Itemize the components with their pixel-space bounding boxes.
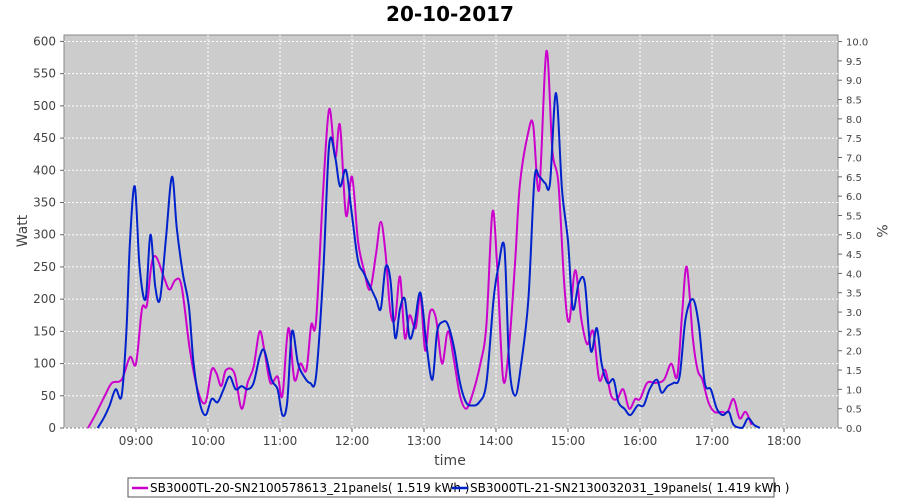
y-axis-ticks: 0 50 100 150 200 250 300 350 400 450 500 550 600 (33, 34, 64, 435)
right-y-axis-label: % (873, 224, 889, 237)
x-tick-label: 12:00 (335, 434, 370, 448)
right-y-tick-label: 6.5 (846, 173, 862, 184)
series-line-2 (96, 91, 761, 429)
right-y-tick-label: 5.5 (846, 211, 862, 222)
legend-label-series-1: SB3000TL-20-SN2100578613_21panels( 1.519… (150, 481, 469, 495)
y-tick-label: 500 (33, 99, 56, 113)
series-line-1 (87, 50, 753, 429)
chart-title: 20-10-2017 (386, 2, 514, 26)
y-tick-label: 350 (33, 196, 56, 210)
right-y-tick-label: 1.0 (846, 385, 862, 396)
right-y-tick-label: 3.0 (846, 308, 862, 319)
x-tick-label: 17:00 (695, 434, 730, 448)
x-tick-label: 13:00 (407, 434, 442, 448)
right-y-tick-label: 8.0 (846, 115, 862, 126)
right-y-tick-label: 2.0 (846, 347, 862, 358)
y-axis-label: Watt (15, 214, 31, 247)
legend-box (127, 477, 775, 498)
series-lines (87, 50, 761, 429)
x-axis-ticks: 09:00 10:00 11:00 12:00 13:00 14:00 15:00 16:00… (119, 428, 802, 448)
right-y-tick-label: 9.5 (846, 57, 862, 68)
x-tick-label: 10:00 (191, 434, 226, 448)
right-y-tick-label: 4.5 (846, 250, 862, 261)
right-y-tick-label: 2.5 (846, 327, 862, 338)
right-y-tick-label: 3.5 (846, 289, 862, 300)
y-tick-label: 600 (33, 34, 56, 48)
right-y-tick-label: 4.0 (846, 269, 862, 280)
right-y-tick-label: 10.0 (846, 38, 868, 49)
y-tick-label: 0 (48, 421, 56, 435)
right-y-tick-label: 7.0 (846, 153, 862, 164)
right-y-tick-label: 0.0 (846, 424, 862, 435)
y-tick-label: 400 (33, 163, 56, 177)
x-tick-label: 11:00 (263, 434, 298, 448)
right-y-tick-label: 5.0 (846, 231, 862, 242)
x-tick-label: 18:00 (767, 434, 802, 448)
y-tick-label: 550 (33, 67, 56, 81)
legend-label-series-2: SB3000TL-21-SN2130032031_19panels( 1.419… (470, 481, 789, 495)
x-tick-label: 14:00 (479, 434, 514, 448)
x-tick-label: 16:00 (623, 434, 658, 448)
right-y-axis-ticks: 0.0 0.5 1.0 1.5 2.0 2.5 3.0 3.5 4.0 4.5 5.0 5.5 6.0 6… (838, 38, 868, 435)
right-y-tick-label: 7.5 (846, 134, 862, 145)
x-tick-label: 09:00 (119, 434, 154, 448)
right-y-tick-label: 9.0 (846, 76, 862, 87)
x-tick-label: 15:00 (551, 434, 586, 448)
y-tick-label: 300 (33, 228, 56, 242)
right-y-tick-label: 8.5 (846, 96, 862, 107)
y-tick-label: 100 (33, 357, 56, 371)
legend: SB3000TL-20-SN2100578613_21panels( 1.519… (127, 477, 789, 498)
right-y-tick-label: 6.0 (846, 192, 862, 203)
y-tick-label: 200 (33, 292, 56, 306)
y-tick-label: 250 (33, 260, 56, 274)
plot-area (63, 34, 839, 429)
x-axis-label: time (434, 453, 466, 469)
right-y-tick-label: 0.5 (846, 405, 862, 416)
right-y-tick-label: 1.5 (846, 366, 862, 377)
y-tick-label: 450 (33, 131, 56, 145)
y-tick-label: 50 (41, 389, 56, 403)
y-tick-label: 150 (33, 324, 56, 338)
